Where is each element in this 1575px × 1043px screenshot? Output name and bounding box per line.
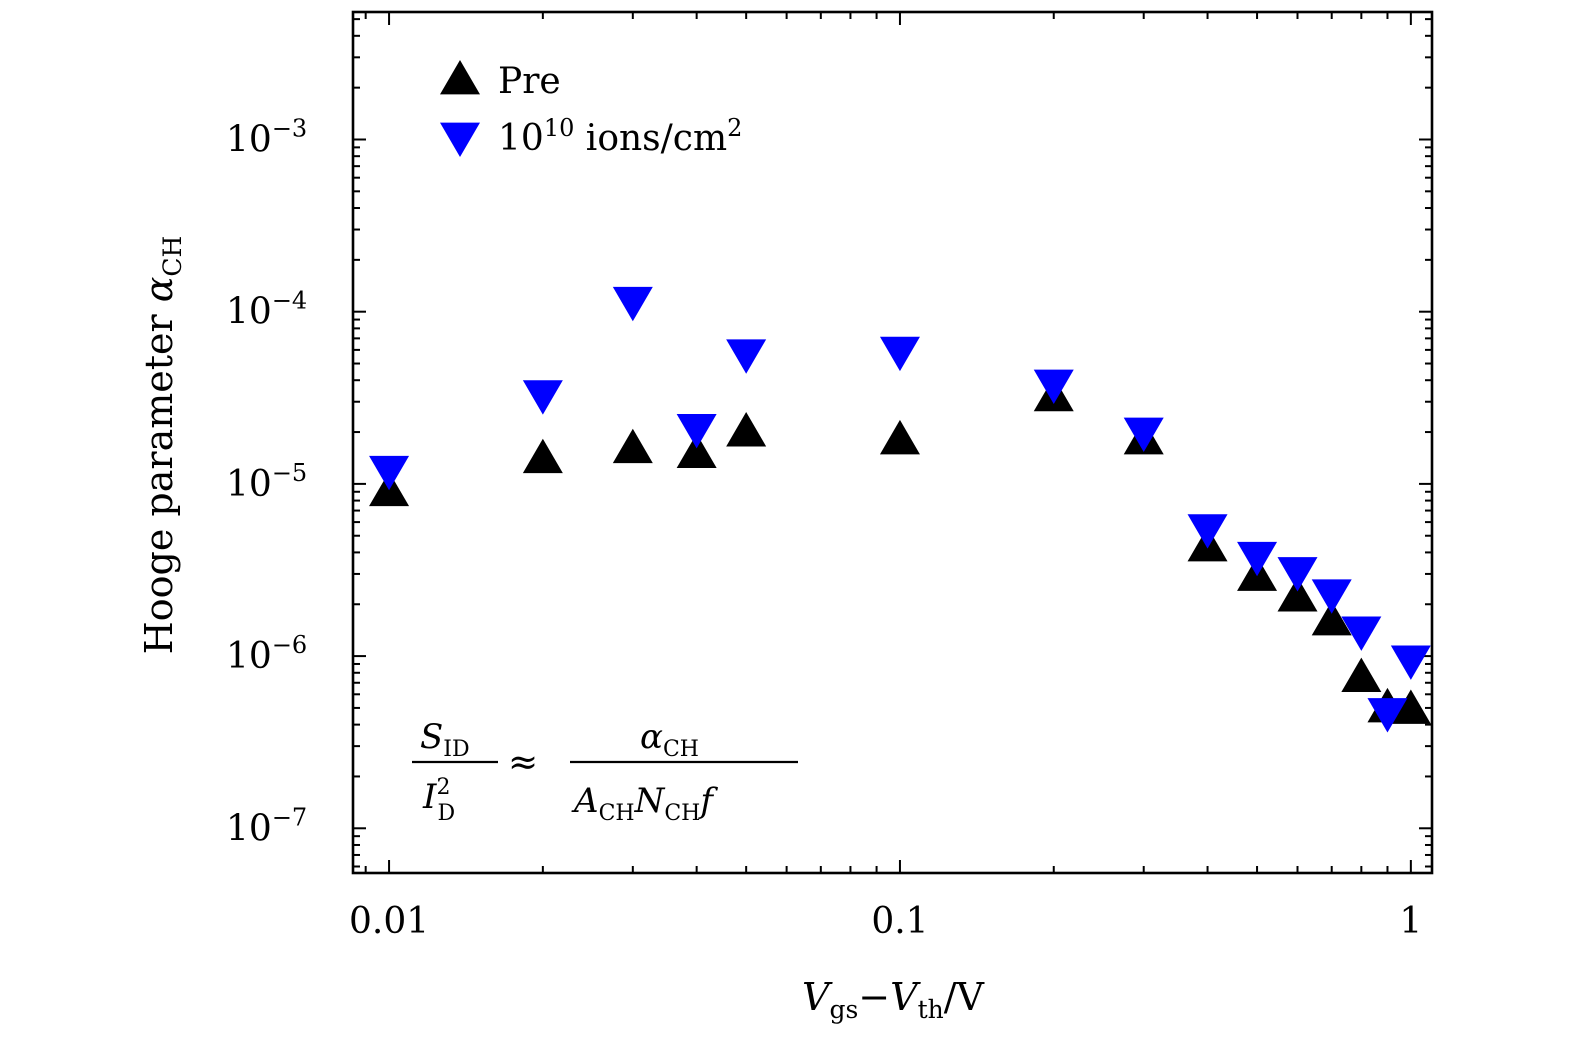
formula-annotation: SID I2 D ≈ αCH ACHNCHf <box>412 717 798 826</box>
y-tick-labels: 10−7 10−6 10−5 10−4 10−3 <box>226 114 307 849</box>
plot-frame <box>351 10 1434 875</box>
marker-pre <box>612 428 653 464</box>
marker-pre <box>1390 689 1431 724</box>
y-tick-label: 10−5 <box>226 459 307 505</box>
legend-label-pre: Pre <box>498 61 561 102</box>
legend-label-irr: 1010 ions/cm2 <box>498 114 742 159</box>
marker-pre <box>522 438 563 474</box>
marker-pre <box>676 433 717 468</box>
x-tick-labels: 0.01 0.1 1 <box>349 901 1422 942</box>
marker-pre <box>1311 600 1352 636</box>
marker-irr <box>1367 698 1408 733</box>
marker-irr <box>1187 514 1228 549</box>
formula-approx: ≈ <box>508 742 538 783</box>
y-tick-label: 10−3 <box>226 114 307 160</box>
x-axis-label: Vgs−Vth/V <box>802 975 985 1024</box>
formula-rhs-denominator: ACHNCHf <box>571 781 718 826</box>
x-tick-label: 1 <box>1399 901 1422 942</box>
marker-irr <box>1123 417 1164 453</box>
y-tick-label: 10−7 <box>226 803 307 849</box>
marker-irr <box>522 380 563 415</box>
marker-irr <box>1277 557 1318 592</box>
marker-irr <box>1033 369 1074 405</box>
marker-pre <box>1341 657 1382 693</box>
marker-irr <box>1311 579 1352 614</box>
legend-marker-pre <box>440 60 480 95</box>
x-tick-label: 0.1 <box>871 901 928 942</box>
marker-irr <box>1390 645 1431 680</box>
marker-irr <box>1341 616 1382 651</box>
y-axis-label: Hooge parameter αCH <box>137 236 187 655</box>
formula-rhs-numerator: αCH <box>640 717 699 762</box>
legend-marker-irr <box>440 122 480 157</box>
marker-irr <box>676 414 717 449</box>
marker-irr <box>1237 541 1278 577</box>
marker-pre <box>1277 577 1318 612</box>
marker-irr <box>726 339 767 374</box>
y-tick-label: 10−4 <box>226 287 307 333</box>
axis-ticks <box>353 12 1432 873</box>
marker-irr <box>879 336 920 372</box>
marker-pre <box>879 419 920 455</box>
formula-lhs-numerator: SID <box>420 717 470 762</box>
formula-lhs-denominator: I2 D <box>422 775 455 826</box>
marker-irr <box>612 286 653 322</box>
marker-irr <box>369 455 410 491</box>
data-markers <box>369 286 1431 733</box>
legend: Pre 1010 ions/cm2 <box>440 60 742 159</box>
y-tick-label: 10−6 <box>226 631 307 677</box>
marker-pre <box>726 412 767 447</box>
x-tick-label: 0.01 <box>349 901 429 942</box>
